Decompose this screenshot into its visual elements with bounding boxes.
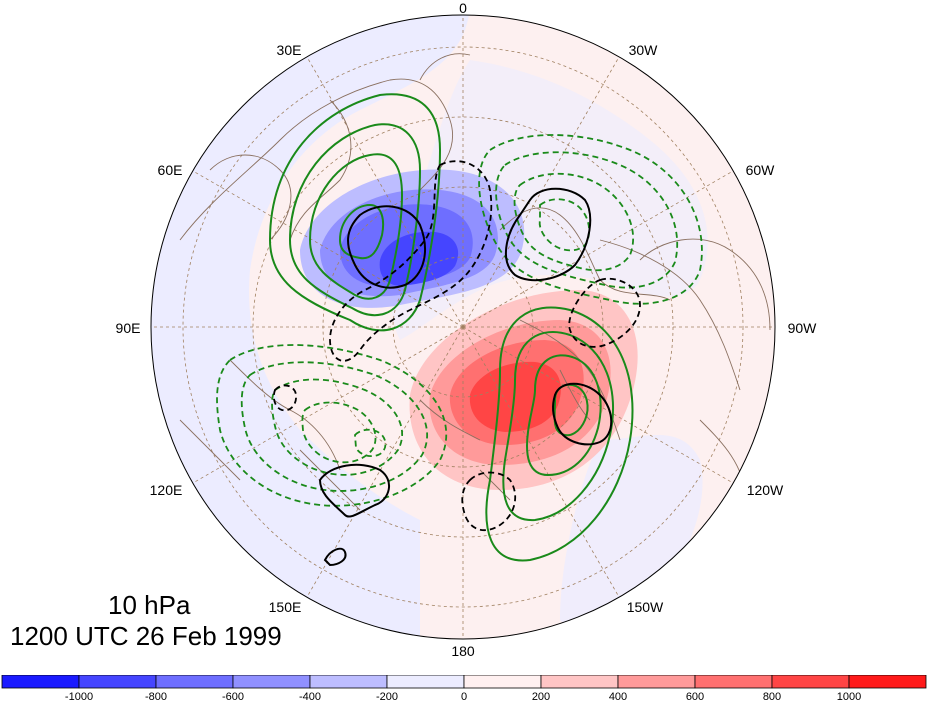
pressure-level-label: 10 hPa <box>108 590 191 620</box>
colorbar: -1000 -800 -600 -400 -200 0 200 400 600 800 1000 <box>1 675 927 702</box>
colorbar-box <box>232 675 311 689</box>
polar-map: 0 30E 30W 60E 60W 90E 90W 120E 120W 150E… <box>116 0 818 659</box>
colorbar-box <box>540 675 619 689</box>
lon-label-150e: 150E <box>269 599 302 615</box>
colorbar-box <box>771 675 850 689</box>
colorbar-box <box>309 675 388 689</box>
lon-label-90w: 90W <box>788 320 818 336</box>
colorbar-box <box>694 675 773 689</box>
colorbar-box <box>463 675 542 689</box>
lon-label-120e: 120E <box>150 482 183 498</box>
lon-label-30w: 30W <box>629 42 659 58</box>
colorbar-tick-label: 1000 <box>837 691 861 702</box>
colorbar-tick-label: 400 <box>609 691 627 702</box>
colorbar-tick-label: -400 <box>299 691 321 702</box>
colorbar-tick-label: -1000 <box>65 691 93 702</box>
colorbar-tick-label: 800 <box>763 691 781 702</box>
colorbar-box <box>155 675 234 689</box>
map-border <box>150 14 776 640</box>
colorbar-box <box>78 675 157 689</box>
colorbar-ticks: -1000 -800 -600 -400 -200 0 200 400 600 800 1000 <box>65 691 861 702</box>
negative-anomaly <box>300 169 525 308</box>
valid-time-label: 1200 UTC 26 Feb 1999 <box>10 621 282 651</box>
colorbar-box <box>617 675 696 689</box>
colorbar-tick-label: 600 <box>686 691 704 702</box>
colorbar-tick-label: 200 <box>532 691 550 702</box>
colorbar-box <box>386 675 465 689</box>
lon-label-150w: 150W <box>627 599 664 615</box>
lon-label-30e: 30E <box>277 42 302 58</box>
colorbar-tick-label: 0 <box>461 691 467 702</box>
shaded-field <box>151 15 775 639</box>
colorbar-box <box>848 675 927 689</box>
lon-label-90e: 90E <box>116 320 141 336</box>
longitude-labels: 0 30E 30W 60E 60W 90E 90W 120E 120W 150E… <box>116 0 818 659</box>
lon-label-180: 180 <box>451 643 475 659</box>
colorbar-box <box>1 675 80 689</box>
black-contours <box>318 187 613 567</box>
lon-label-120w: 120W <box>747 482 784 498</box>
colorbar-boxes <box>1 675 927 689</box>
colorbar-tick-label: -800 <box>145 691 167 702</box>
lon-label-60w: 60W <box>746 162 776 178</box>
colorbar-tick-label: -200 <box>376 691 398 702</box>
colorbar-tick-label: -600 <box>222 691 244 702</box>
lon-label-60e: 60E <box>158 162 183 178</box>
green-contours <box>268 93 634 562</box>
lon-label-0: 0 <box>459 0 467 16</box>
black-dashed-contours <box>272 160 641 532</box>
